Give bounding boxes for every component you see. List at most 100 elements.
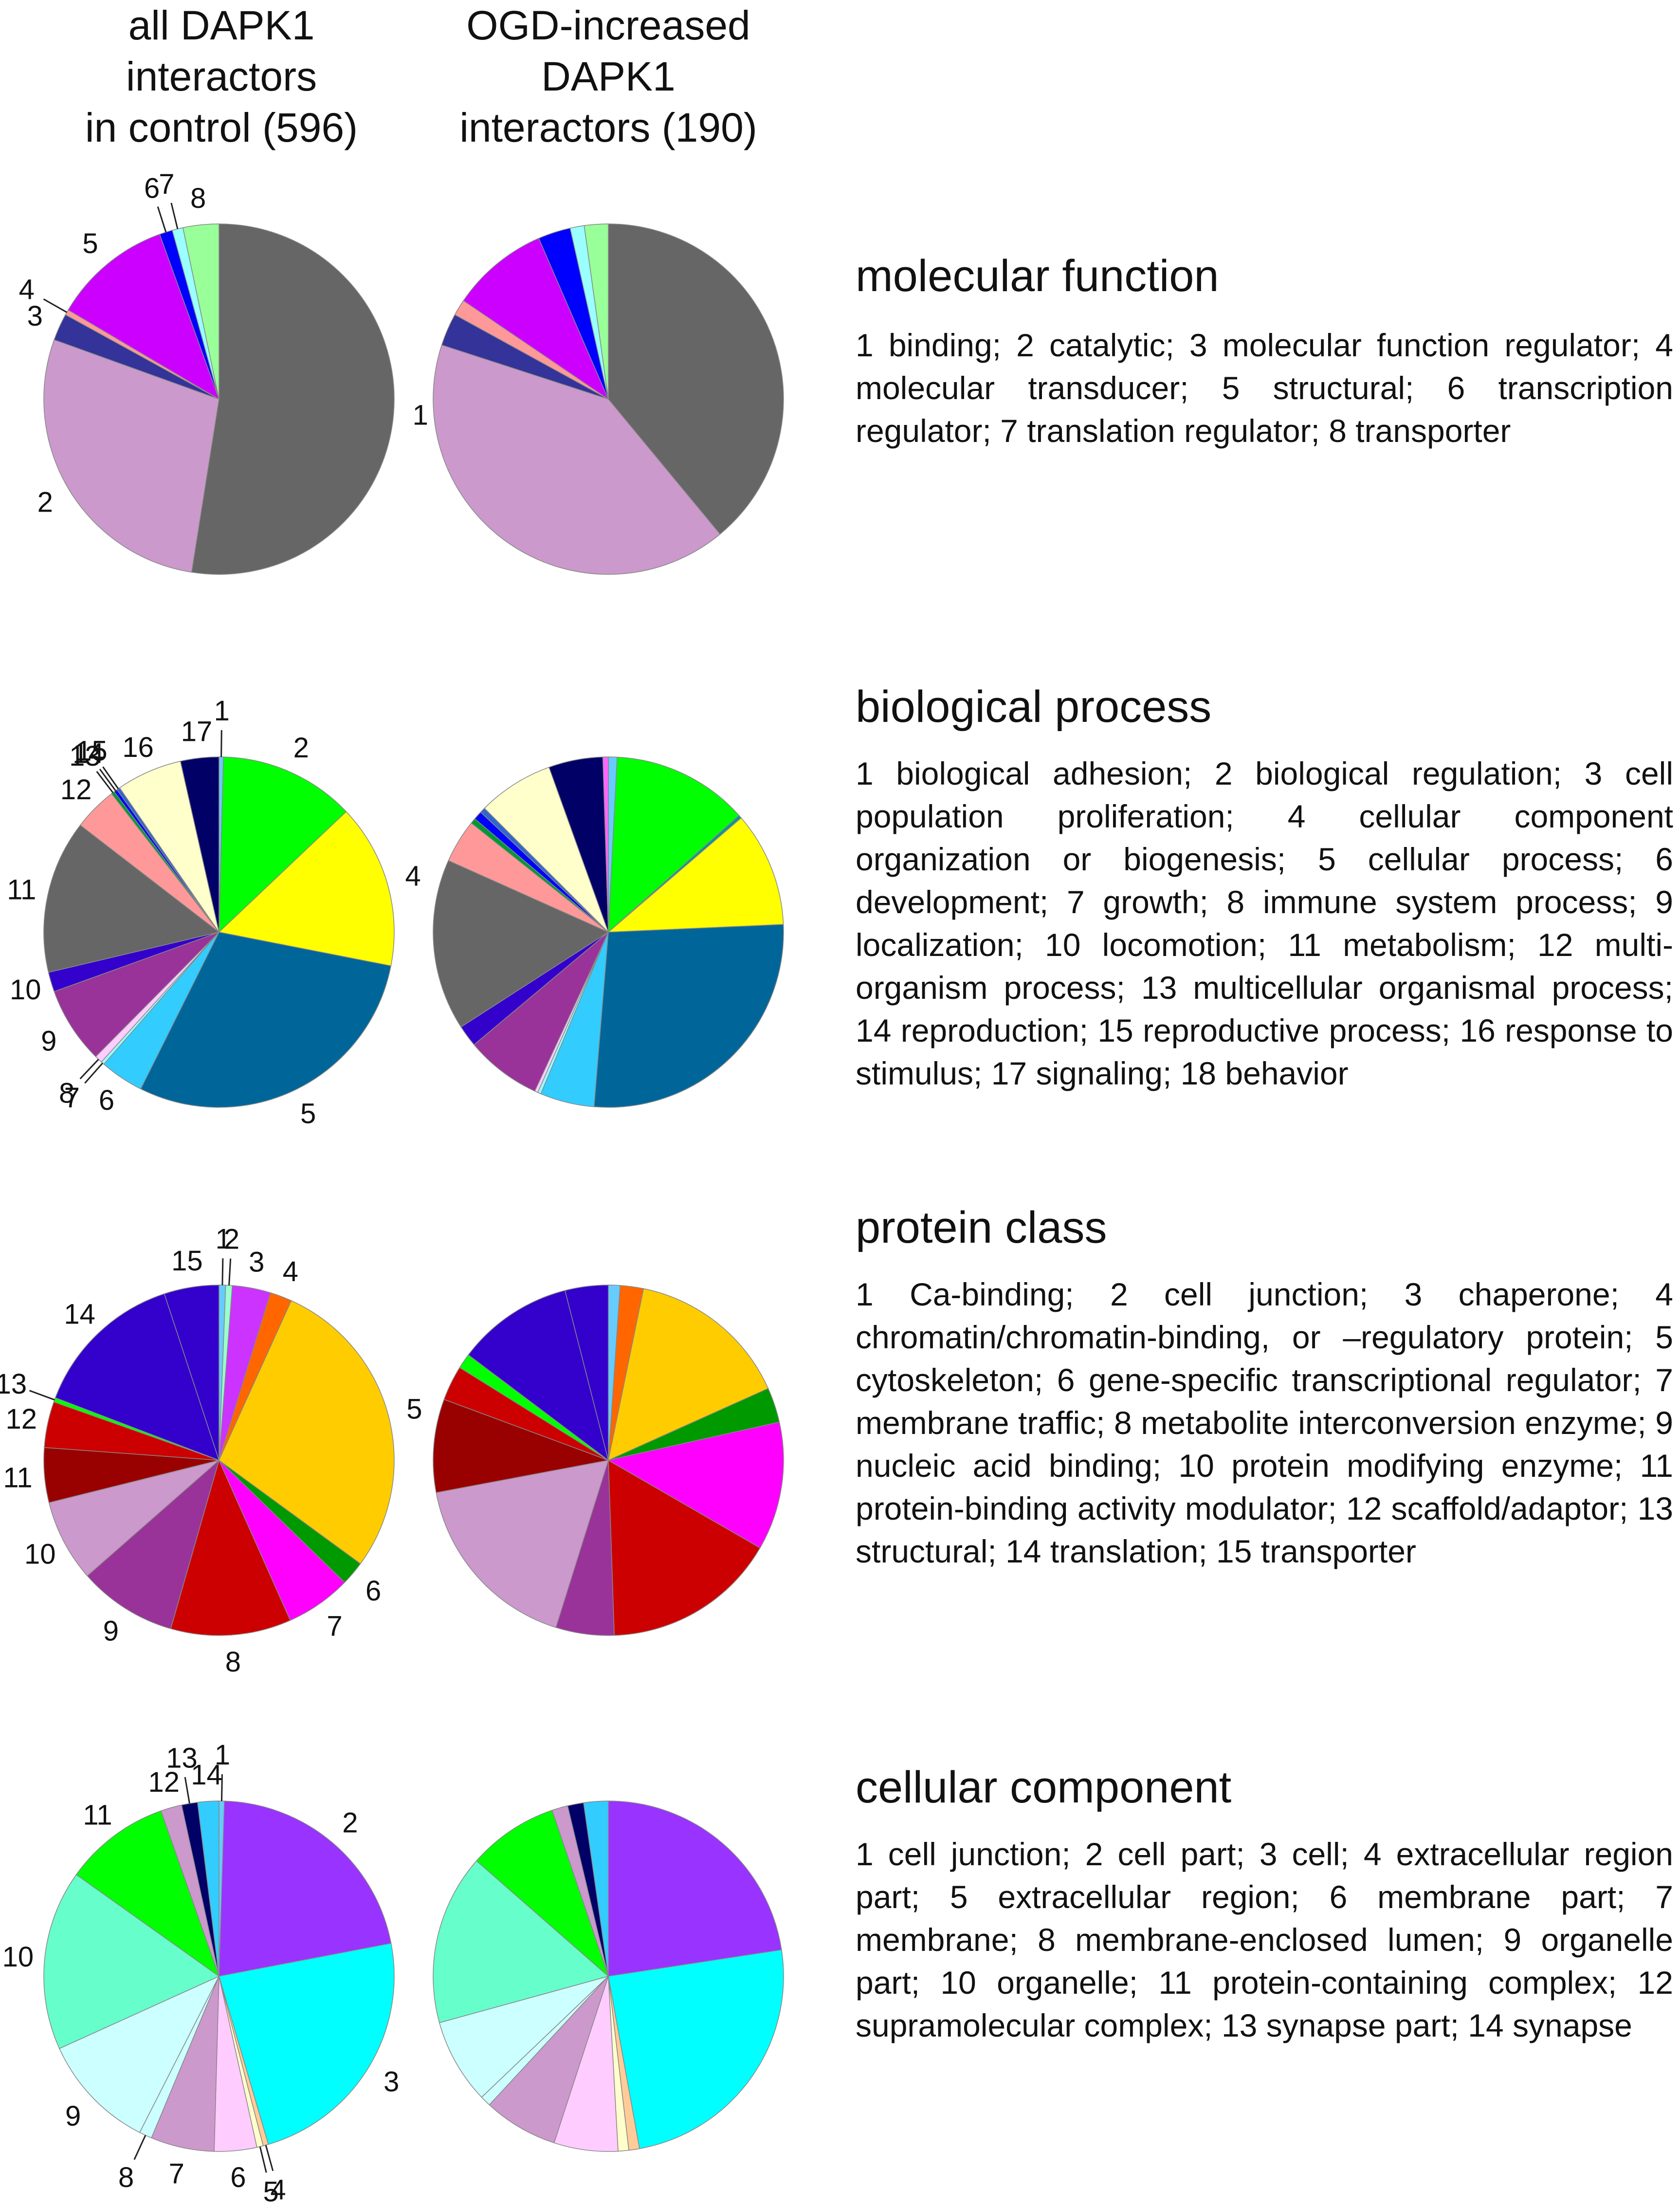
slice-label-1: 1 <box>216 1223 231 1255</box>
leader-line-8 <box>79 1059 99 1080</box>
pie-slice-11 <box>433 860 609 1028</box>
pie-slice-18 <box>602 756 609 933</box>
pie-molecular-function-control: 1 2 34 5 67 8 <box>19 168 428 575</box>
leader-line-4 <box>43 298 68 313</box>
pie-slice-14 <box>55 1293 220 1461</box>
pie-slice-5 <box>140 932 392 1108</box>
pie-slice-7 <box>219 1460 346 1621</box>
column-header-control: all DAPK1 interactors in control (596) <box>5 0 438 153</box>
legend-cellular-component: 1 cell junction; 2 cell part; 3 cell; 4 … <box>856 1836 1673 2043</box>
slice-label-1: 1 <box>214 695 230 727</box>
pie-slice-3 <box>219 1943 395 2145</box>
pie-slice-7 <box>607 1421 784 1549</box>
leader-line-1 <box>220 730 222 757</box>
slice-label-3: 3 <box>249 1246 264 1278</box>
slice-label-3: 3 <box>27 300 43 332</box>
pie-molecular-function-ogd <box>433 223 784 575</box>
pie-slice-2 <box>433 344 721 575</box>
slice-label-8: 8 <box>190 183 206 214</box>
slice-label-2: 2 <box>342 1807 358 1838</box>
slice-label-7: 7 <box>64 1082 80 1114</box>
pie-slice-14 <box>468 1290 609 1461</box>
slice-label-5: 5 <box>263 2176 278 2205</box>
pie-slice-1 <box>191 223 395 575</box>
pie-slice-2 <box>219 756 347 933</box>
slice-label-16: 16 <box>122 732 154 763</box>
leader-line-13 <box>29 1390 55 1401</box>
column-header-control-line: interactors <box>126 54 317 99</box>
leader-line-4 <box>265 2145 274 2171</box>
pie-slice-14 <box>197 1801 219 1977</box>
leader-line-15 <box>102 766 119 790</box>
pie-biological-process-ogd <box>433 756 784 1108</box>
panel-title-biological-process: biological process <box>856 682 1212 732</box>
slice-label-14: 14 <box>73 738 104 770</box>
pie-slice-2 <box>43 339 219 573</box>
slice-label-8: 8 <box>225 1646 241 1678</box>
slice-label-13: 13 <box>69 740 101 772</box>
slice-label-7: 7 <box>327 1610 342 1642</box>
pie-slice-2 <box>608 756 740 933</box>
slice-label-7: 7 <box>169 2158 184 2190</box>
pie-slice-9 <box>87 1459 220 1629</box>
pie-slice-11 <box>433 1399 610 1493</box>
panel-title-protein-class: protein class <box>856 1203 1107 1252</box>
slice-label-2: 2 <box>224 1224 239 1255</box>
pie-slice-11 <box>476 1810 609 1978</box>
slice-label-1: 1 <box>215 1739 230 1771</box>
slice-label-15: 15 <box>171 1245 203 1277</box>
slice-label-10: 10 <box>10 974 41 1006</box>
pie-slice-14 <box>583 1801 609 1977</box>
pie-slice-5 <box>219 1300 395 1564</box>
legend-protein-class: 1 Ca-binding; 2 cell junction; 3 chapero… <box>856 1276 1673 1569</box>
pie-slice-8 <box>584 223 609 400</box>
slice-label-3: 3 <box>383 2066 399 2097</box>
slice-label-15: 15 <box>76 735 108 767</box>
slice-label-13: 13 <box>166 1743 198 1774</box>
pie-slice-7 <box>151 1976 219 2152</box>
pie-slice-6 <box>553 1976 619 2152</box>
slice-label-5: 5 <box>300 1098 316 1129</box>
column-header-ogd-line: OGD-increased <box>466 2 750 48</box>
slice-label-12: 12 <box>6 1403 37 1435</box>
slice-label-9: 9 <box>65 2100 81 2132</box>
pie-slice-5 <box>68 234 220 400</box>
legend-molecular-function: 1 binding; 2 catalytic; 3 molecular func… <box>856 327 1673 449</box>
leader-line-13 <box>184 1777 190 1804</box>
column-header-ogd: OGD-increased DAPK1 interactors (190) <box>389 0 827 153</box>
pie-slice-7 <box>489 1976 609 2144</box>
slice-label-12: 12 <box>148 1766 180 1798</box>
slice-label-4: 4 <box>283 1256 298 1287</box>
pie-slice-2 <box>219 1801 392 1977</box>
pie-slice-10 <box>436 1460 609 1628</box>
slice-label-6: 6 <box>144 172 160 204</box>
pie-slice-5 <box>607 1288 769 1461</box>
slice-label-10: 10 <box>2 1941 34 1973</box>
slice-label-11: 11 <box>3 1462 32 1494</box>
pie-slice-9 <box>59 1975 220 2133</box>
column-header-ogd-line: interactors (190) <box>459 105 757 150</box>
slice-label-10: 10 <box>24 1539 56 1570</box>
slice-label-11: 11 <box>7 874 36 905</box>
pie-slice-4 <box>218 811 395 967</box>
pie-slice-5 <box>593 924 784 1108</box>
slice-label-11: 11 <box>83 1799 112 1831</box>
pie-slice-2 <box>608 1801 782 1977</box>
slice-label-2: 2 <box>293 732 309 764</box>
pie-slice-10 <box>43 1874 220 2049</box>
slice-label-4: 4 <box>19 274 35 306</box>
leader-line-2 <box>228 1258 232 1286</box>
column-header-control-line: in control (596) <box>85 105 358 150</box>
slice-label-5: 5 <box>82 228 98 259</box>
slice-label-6: 6 <box>99 1084 114 1116</box>
leader-line-7 <box>84 1063 103 1084</box>
slice-label-17: 17 <box>181 716 213 748</box>
slice-label-14: 14 <box>64 1299 95 1330</box>
slice-label-13: 13 <box>0 1368 27 1400</box>
pie-slice-9 <box>54 932 219 1057</box>
slice-label-1: 1 <box>413 400 428 431</box>
slice-label-14: 14 <box>191 1759 222 1791</box>
